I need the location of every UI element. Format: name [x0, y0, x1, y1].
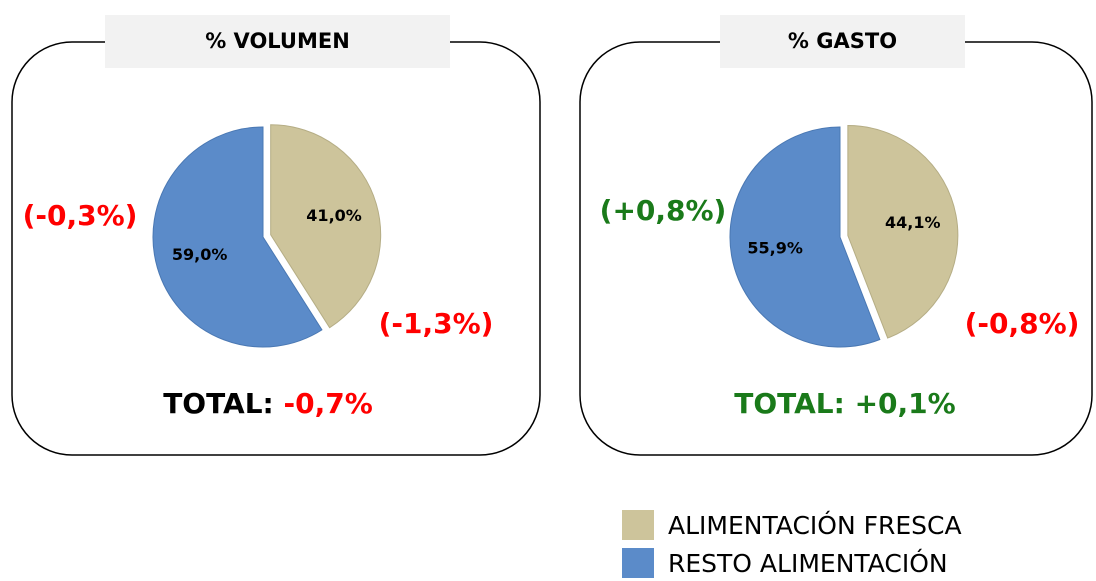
- slice-label: 55,9%: [747, 239, 803, 258]
- title-box: [105, 15, 450, 68]
- change-label: (-1,3%): [379, 307, 494, 340]
- total-label: TOTAL:: [734, 387, 845, 420]
- slice-label: 41,0%: [306, 206, 362, 225]
- change-label: (+0,8%): [600, 194, 727, 227]
- chart-title: % VOLUMEN: [205, 29, 350, 53]
- total: TOTAL: +0,1%: [734, 387, 955, 420]
- total-label: TOTAL:: [163, 387, 274, 420]
- legend-label: ALIMENTACIÓN FRESCA: [668, 510, 962, 540]
- pie-slice: [152, 126, 323, 348]
- total: TOTAL: -0,7%: [163, 387, 373, 420]
- pie-slice: [270, 124, 382, 329]
- title-box: [720, 15, 965, 68]
- slice-label: 44,1%: [885, 213, 941, 232]
- total-value: -0,7%: [284, 387, 373, 420]
- chart-title: % GASTO: [788, 29, 897, 53]
- change-label: (-0,3%): [23, 199, 138, 232]
- pie-slice: [729, 126, 881, 348]
- legend-swatch: [622, 548, 654, 578]
- legend-label: RESTO ALIMENTACIÓN: [668, 548, 948, 578]
- total-value: +0,1%: [855, 387, 956, 420]
- slice-label: 59,0%: [172, 245, 228, 264]
- pie-slice: [847, 125, 959, 339]
- change-label: (-0,8%): [965, 307, 1080, 340]
- legend-swatch: [622, 510, 654, 540]
